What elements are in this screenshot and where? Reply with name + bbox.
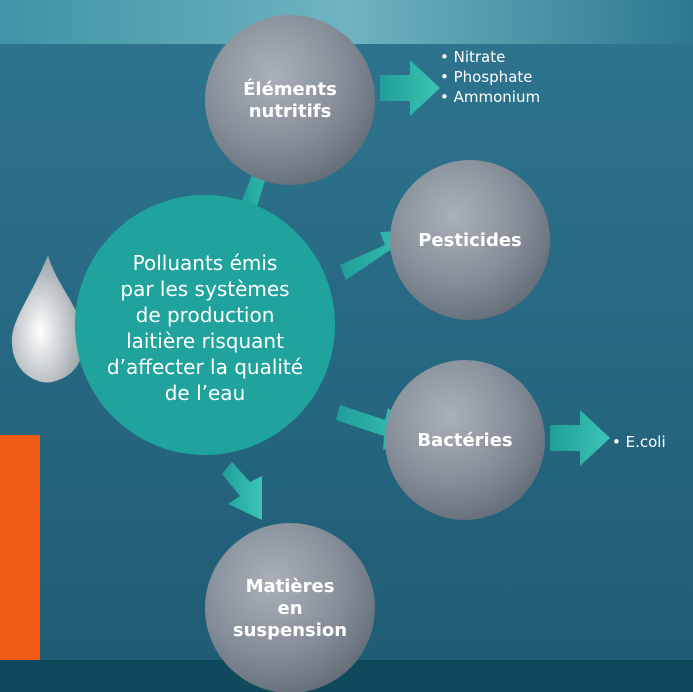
node-label: suspension: [233, 620, 347, 641]
bullet-item: • Ammonium: [440, 88, 540, 106]
center-text: Polluants émis: [133, 251, 278, 275]
bullet-item: • Phosphate: [440, 68, 533, 86]
node-circle: [205, 15, 375, 185]
center-text: laitière risquant: [126, 329, 284, 353]
bullet-item: • Nitrate: [440, 48, 505, 66]
center-text: de production: [136, 303, 275, 327]
node-label: Matières: [246, 576, 335, 597]
node-label: en: [277, 598, 302, 619]
center-text: par les systèmes: [120, 277, 289, 301]
page: Polluants émispar les systèmesde product…: [0, 0, 693, 692]
orange-block: [0, 435, 40, 660]
bullet-item: • E.coli: [612, 433, 666, 451]
node-label: Pesticides: [418, 230, 522, 251]
node-label: Bactéries: [417, 430, 512, 451]
center-text: d’affecter la qualité: [107, 355, 303, 379]
center-text: de l’eau: [165, 381, 246, 405]
diagram: Polluants émispar les systèmesde product…: [0, 0, 693, 692]
node-label: Éléments: [243, 78, 337, 100]
node-label: nutritifs: [249, 101, 332, 122]
